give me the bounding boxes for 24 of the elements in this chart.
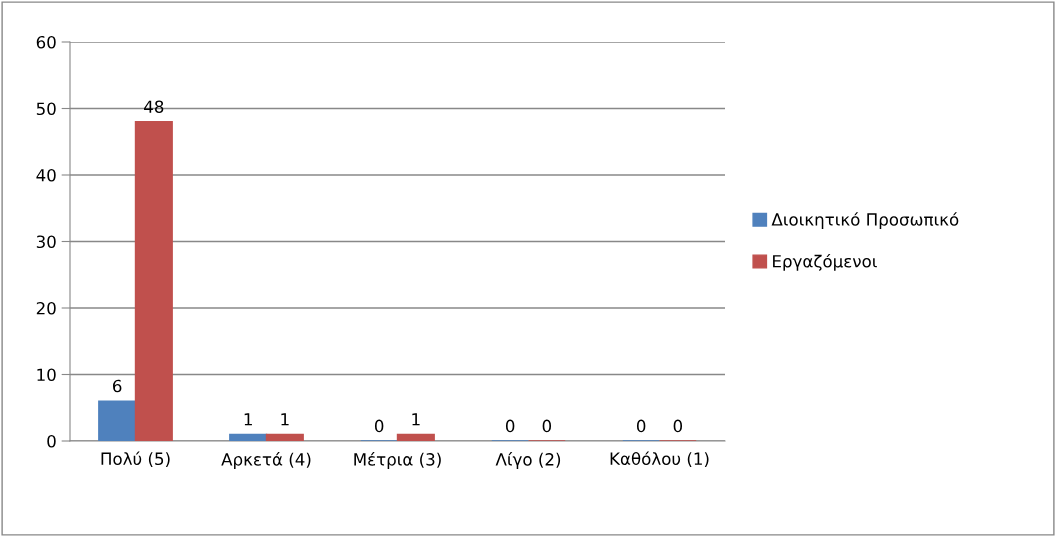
data-label: 6 xyxy=(113,379,122,393)
x-tick-label: Πολύ (5) xyxy=(101,451,170,467)
x-tick-label: Καθόλου (1) xyxy=(610,451,709,467)
y-tick-label: 40 xyxy=(36,168,56,182)
legend-label: Εργαζόμενοι xyxy=(773,253,877,271)
data-label: 0 xyxy=(673,419,683,433)
y-tick-label: 60 xyxy=(36,35,56,49)
x-tick-label: Αρκετά (4) xyxy=(221,452,311,469)
data-label: 1 xyxy=(281,413,289,426)
y-tick-label: 50 xyxy=(36,102,56,116)
data-label: 0 xyxy=(374,419,384,433)
legend-label: Διοικητικό Προσωπικό xyxy=(771,212,959,229)
data-label: 48 xyxy=(144,100,164,114)
x-tick-label: Μέτρια (3) xyxy=(354,452,441,469)
data-label: 0 xyxy=(505,419,515,433)
data-label: 0 xyxy=(636,419,646,433)
y-tick-label: 0 xyxy=(47,434,56,448)
data-label: 0 xyxy=(542,419,552,433)
x-tick-label: Λίγο (2) xyxy=(495,452,561,469)
y-tick-label: 20 xyxy=(36,301,56,315)
data-label: 1 xyxy=(412,413,420,426)
y-tick-label: 10 xyxy=(37,368,56,382)
y-tick-label: 30 xyxy=(36,235,56,249)
data-label: 1 xyxy=(244,413,252,426)
